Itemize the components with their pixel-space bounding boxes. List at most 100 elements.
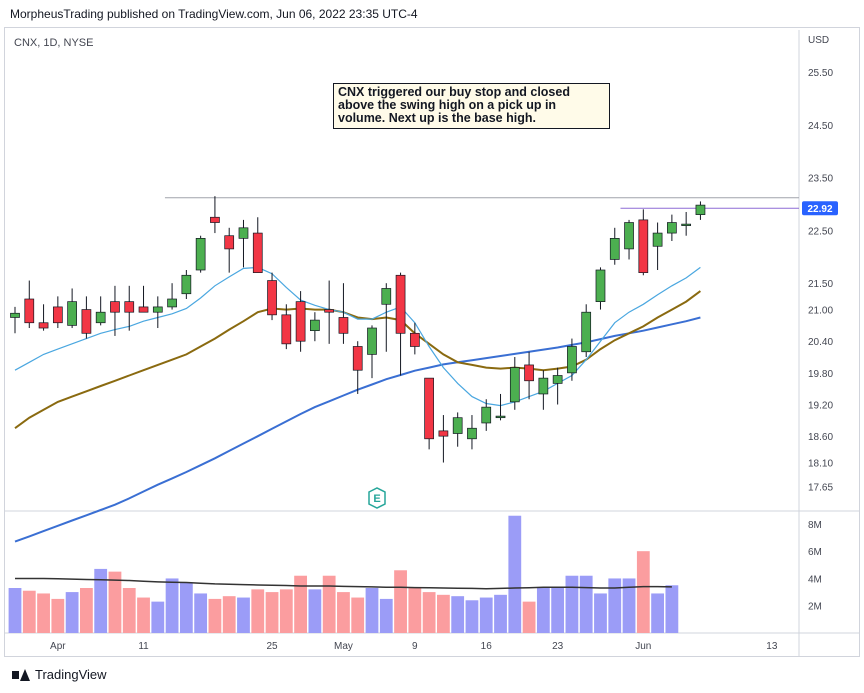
volume-bar[interactable]: [308, 589, 322, 633]
volume-bar[interactable]: [351, 597, 365, 633]
candle-body[interactable]: [409, 332, 420, 347]
candle-body[interactable]: [567, 346, 577, 374]
candle-body[interactable]: [81, 309, 92, 334]
volume-bar[interactable]: [365, 588, 379, 633]
candle-body[interactable]: [467, 427, 477, 440]
candle-body[interactable]: [110, 301, 120, 313]
volume-bar[interactable]: [422, 592, 436, 633]
candle-body[interactable]: [595, 269, 606, 302]
candle-body[interactable]: [538, 377, 549, 395]
volume-bar[interactable]: [179, 582, 193, 633]
annotation-note[interactable]: CNX triggered our buy stop and closed ab…: [333, 83, 610, 129]
candle-body[interactable]: [424, 377, 434, 440]
volume-bar[interactable]: [536, 588, 550, 633]
volume-bar[interactable]: [194, 593, 208, 633]
candle-body[interactable]: [438, 430, 449, 437]
volume-bar[interactable]: [451, 596, 465, 633]
volume-bar[interactable]: [165, 578, 179, 633]
candle-body[interactable]: [652, 232, 663, 247]
volume-bar[interactable]: [279, 589, 293, 633]
volume-bar[interactable]: [579, 575, 593, 633]
candle-body[interactable]: [38, 322, 49, 329]
candle-body[interactable]: [395, 274, 406, 334]
candle-body[interactable]: [524, 364, 534, 382]
volume-bar[interactable]: [622, 578, 636, 633]
volume-bar[interactable]: [636, 551, 650, 633]
candle-body[interactable]: [181, 274, 192, 295]
earnings-marker-icon[interactable]: [368, 487, 386, 509]
candle-body[interactable]: [452, 417, 463, 434]
volume-bar[interactable]: [651, 593, 664, 633]
candle-body[interactable]: [624, 222, 634, 250]
volume-bar[interactable]: [222, 596, 236, 633]
volume-bar[interactable]: [137, 597, 150, 633]
volume-bar[interactable]: [151, 601, 165, 633]
volume-bar[interactable]: [437, 594, 450, 633]
candle-body[interactable]: [124, 301, 135, 313]
candle-body[interactable]: [695, 204, 706, 215]
candle-body[interactable]: [352, 346, 363, 371]
candle-body[interactable]: [152, 306, 163, 313]
volume-bar[interactable]: [94, 568, 108, 633]
candle-body[interactable]: [338, 317, 349, 334]
candle-body[interactable]: [481, 406, 492, 424]
volume-bar[interactable]: [294, 575, 307, 633]
candle-body[interactable]: [367, 327, 377, 355]
candle-body[interactable]: [667, 222, 677, 234]
volume-bar[interactable]: [8, 588, 22, 633]
volume-bar[interactable]: [337, 592, 350, 633]
volume-bar[interactable]: [108, 571, 122, 633]
volume-bar[interactable]: [208, 598, 222, 633]
candle-body[interactable]: [609, 238, 620, 260]
candle-body[interactable]: [10, 312, 20, 318]
candle-body[interactable]: [238, 227, 249, 239]
volume-bar[interactable]: [322, 575, 336, 633]
candle-body[interactable]: [509, 367, 520, 403]
candle-body[interactable]: [167, 298, 177, 308]
volume-bar[interactable]: [237, 597, 250, 633]
volume-bar[interactable]: [408, 588, 422, 633]
volume-bar[interactable]: [265, 592, 279, 633]
volume-bar[interactable]: [22, 590, 36, 633]
volume-bar[interactable]: [51, 598, 65, 633]
volume-bar[interactable]: [522, 601, 536, 633]
volume-bar[interactable]: [551, 588, 565, 633]
candle-body[interactable]: [95, 311, 106, 324]
volume-bar[interactable]: [508, 515, 522, 633]
volume-bar[interactable]: [594, 593, 607, 633]
candle-body[interactable]: [310, 319, 320, 332]
candle-body[interactable]: [295, 301, 306, 342]
candle-body[interactable]: [252, 232, 263, 273]
candle-body[interactable]: [138, 306, 149, 313]
candle-body[interactable]: [324, 309, 335, 313]
candle-body[interactable]: [67, 301, 77, 326]
candle-body[interactable]: [52, 306, 63, 324]
volume-bar[interactable]: [65, 592, 79, 633]
volume-bar[interactable]: [565, 575, 579, 633]
candle-body[interactable]: [495, 415, 506, 419]
candle-body[interactable]: [267, 280, 277, 316]
candle-body[interactable]: [281, 314, 292, 345]
volume-bar[interactable]: [394, 570, 407, 633]
candle-body[interactable]: [552, 375, 563, 384]
volume-bar[interactable]: [479, 597, 493, 633]
candle-body[interactable]: [638, 219, 649, 273]
candle-body[interactable]: [210, 216, 220, 223]
volume-bar[interactable]: [608, 578, 622, 633]
volume-bar[interactable]: [465, 600, 479, 633]
candle-body[interactable]: [224, 235, 235, 250]
candle-body[interactable]: [24, 298, 35, 324]
volume-bar[interactable]: [122, 588, 136, 633]
volume-bar[interactable]: [379, 598, 393, 633]
volume-bar[interactable]: [665, 585, 679, 633]
candle-body[interactable]: [681, 223, 692, 226]
candle-body[interactable]: [581, 311, 592, 353]
volume-bar[interactable]: [251, 589, 265, 633]
candle-body[interactable]: [195, 238, 206, 271]
volume-bar[interactable]: [80, 588, 93, 633]
volume-bar[interactable]: [494, 594, 507, 633]
footer-brand[interactable]: TradingView: [12, 667, 107, 682]
candle-body[interactable]: [381, 288, 392, 305]
volume-bar[interactable]: [37, 593, 50, 633]
